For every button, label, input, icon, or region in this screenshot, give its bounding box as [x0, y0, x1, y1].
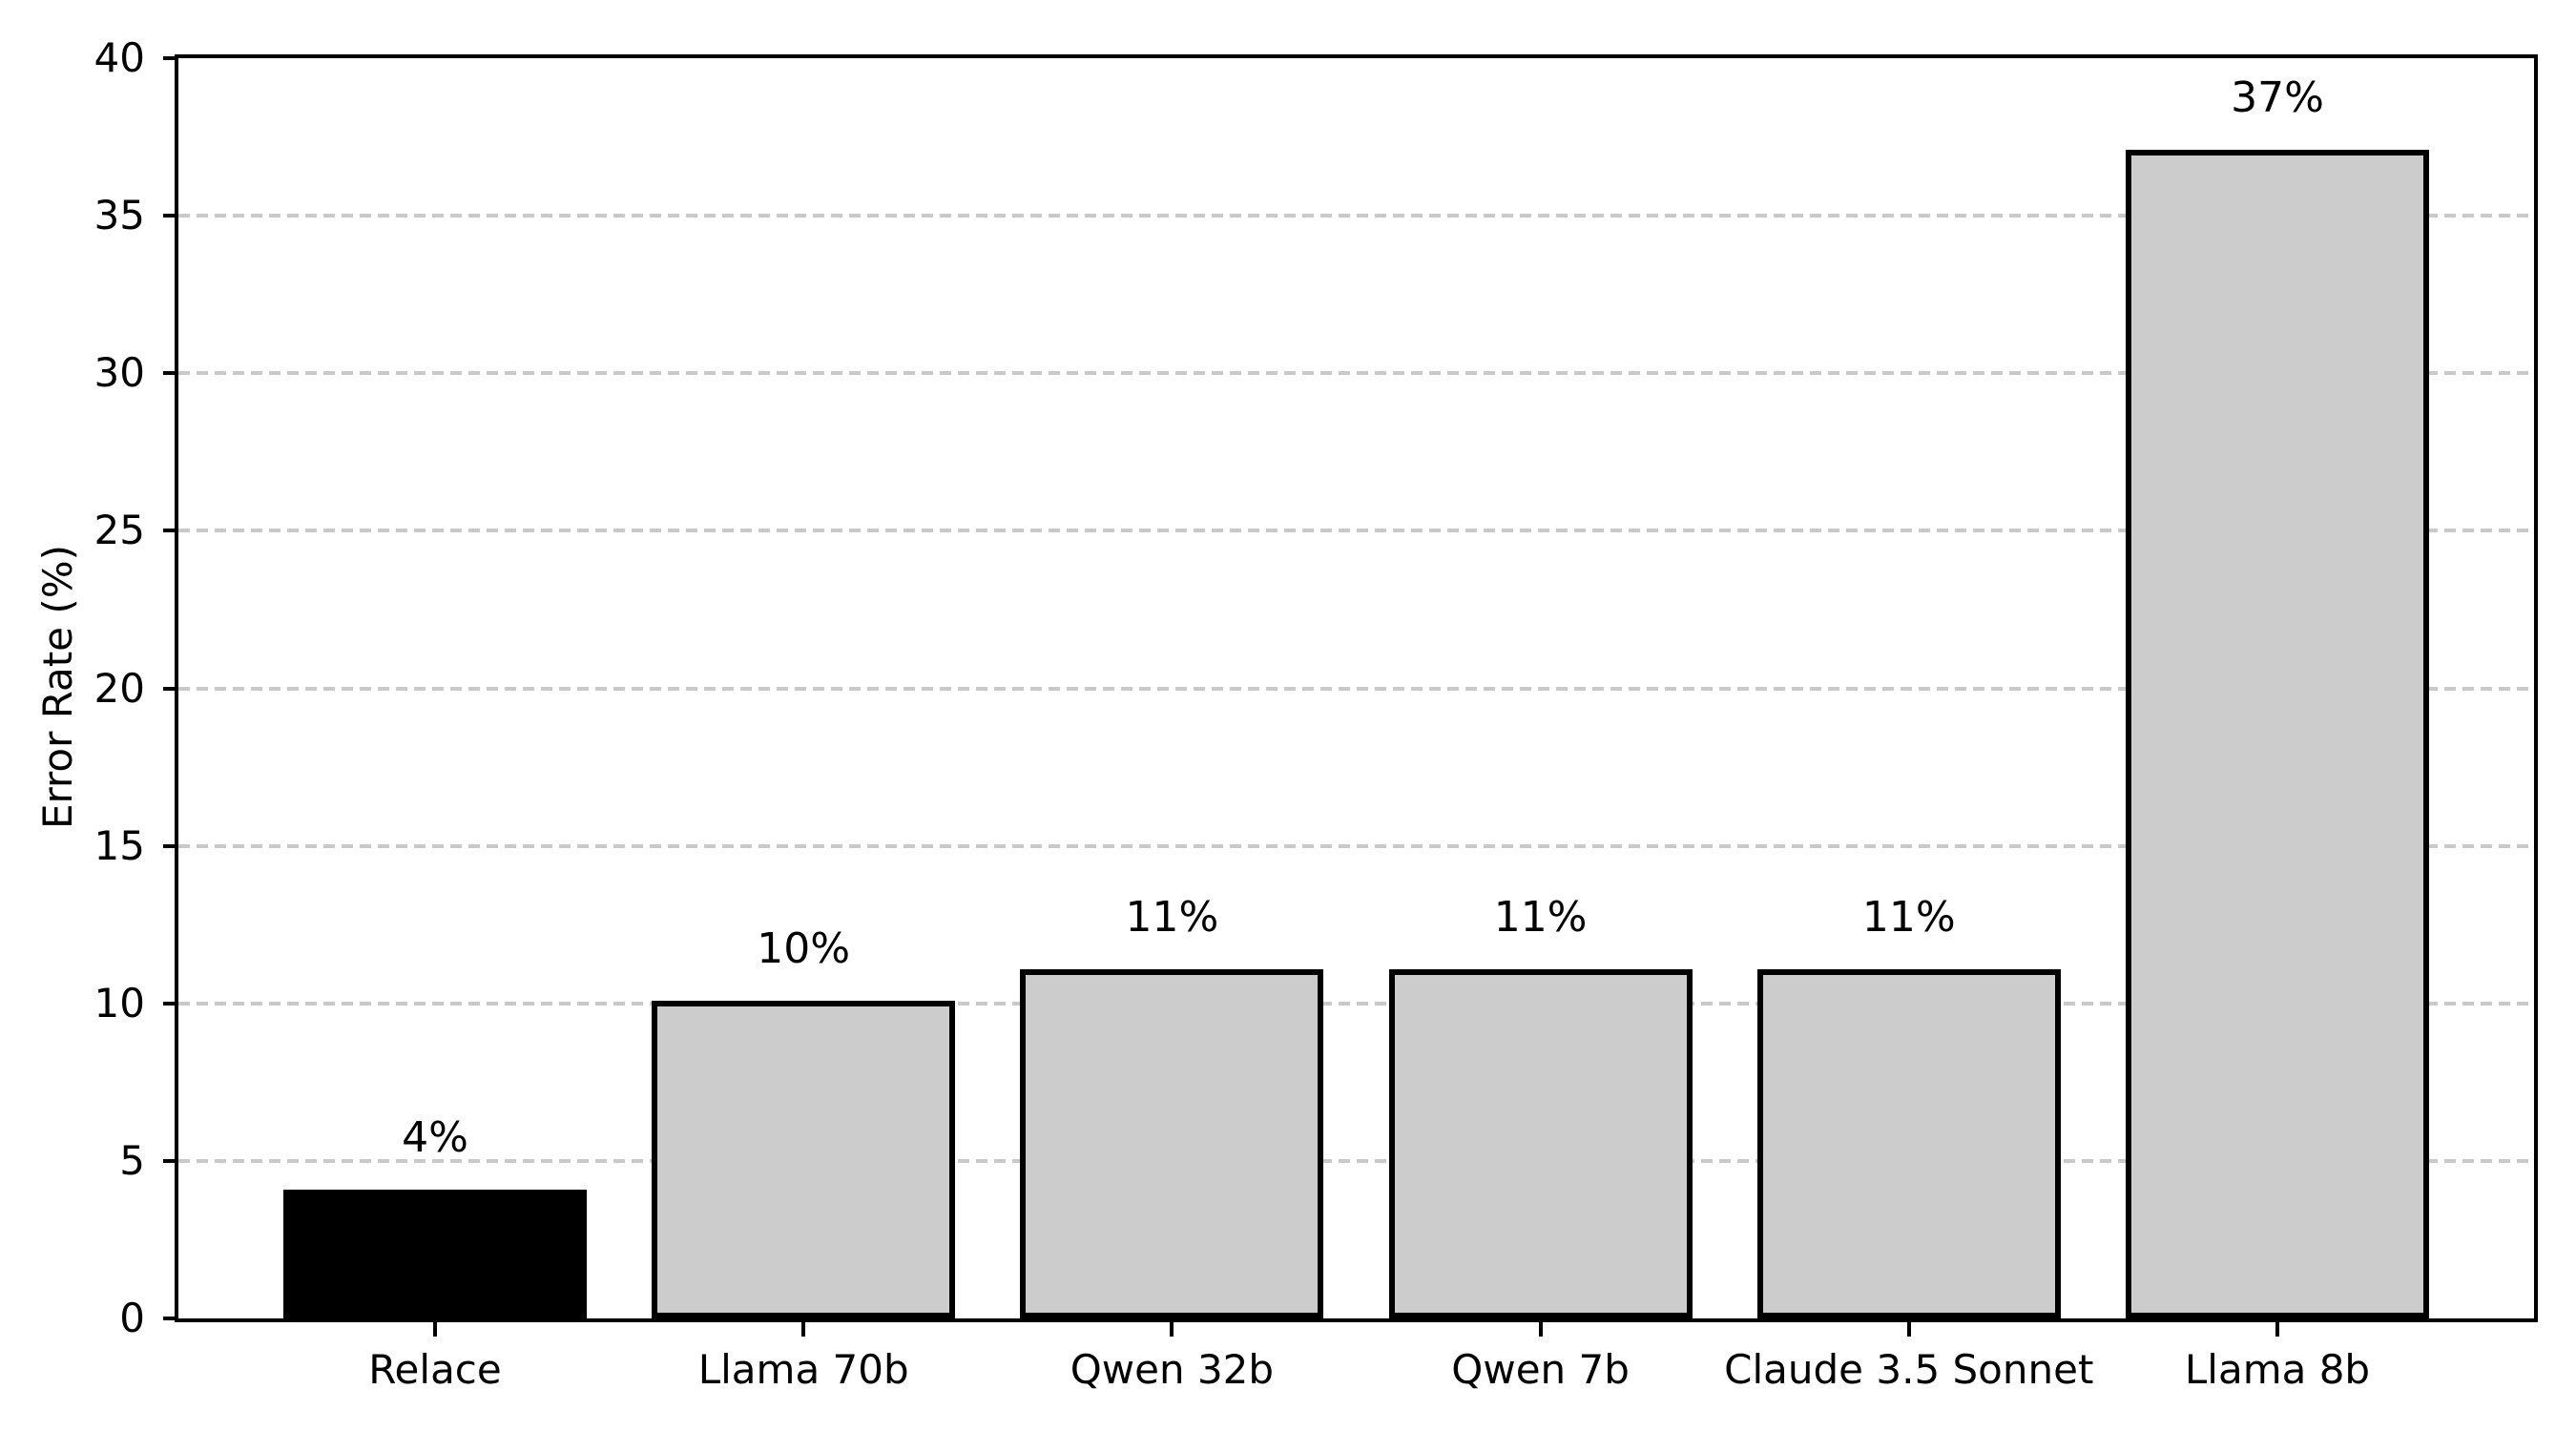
gridline — [178, 843, 2534, 848]
y-tick-label: 20 — [93, 664, 145, 712]
x-tick-mark — [801, 1322, 806, 1337]
y-tick-label: 35 — [93, 192, 145, 239]
y-tick-label: 0 — [119, 1295, 145, 1341]
bar-llama-70b — [652, 1001, 955, 1318]
y-tick-mark — [163, 1317, 178, 1320]
x-tick-mark — [1538, 1322, 1543, 1337]
x-tick-label: Qwen 32b — [1070, 1346, 1275, 1393]
x-tick-mark — [433, 1322, 437, 1337]
y-tick-label: 10 — [93, 979, 145, 1027]
y-tick-label: 15 — [93, 821, 145, 869]
bar-relace — [283, 1190, 587, 1318]
gridline — [178, 686, 2534, 691]
bar-claude-3-5-sonnet — [1757, 969, 2061, 1318]
bar-qwen-7b — [1389, 969, 1693, 1318]
x-tick-mark — [1170, 1322, 1174, 1337]
y-tick-mark — [163, 686, 178, 691]
gridline — [178, 214, 2534, 218]
bar-value-label: 11% — [1861, 893, 1956, 942]
y-tick-mark — [163, 214, 178, 218]
gridline — [178, 1001, 2534, 1006]
y-tick-label: 5 — [119, 1136, 145, 1184]
gridline — [178, 529, 2534, 533]
plot-area: 4% 10% 11% 11% 11% 37% — [175, 54, 2538, 1322]
x-tick-label: Qwen 7b — [1451, 1346, 1630, 1393]
bar-value-label: 10% — [757, 924, 851, 973]
y-tick-label: 25 — [93, 507, 145, 554]
x-tick-label: Llama 70b — [697, 1346, 909, 1393]
bar-value-label: 37% — [2231, 73, 2324, 122]
y-tick-mark — [163, 56, 178, 60]
x-tick-label: Claude 3.5 Sonnet — [1724, 1346, 2094, 1393]
x-tick-label: Llama 8b — [2184, 1346, 2371, 1393]
y-tick-mark — [163, 529, 178, 533]
x-tick-mark — [2275, 1322, 2279, 1337]
bar-qwen-32b — [1020, 969, 1323, 1318]
y-tick-mark — [163, 843, 178, 848]
y-tick-label: 30 — [93, 349, 145, 397]
y-tick-label: 40 — [93, 34, 145, 81]
bar-value-label: 11% — [1493, 893, 1588, 942]
x-tick-mark — [1906, 1322, 1911, 1337]
bar-llama-8b — [2126, 150, 2429, 1318]
gridline — [178, 371, 2534, 376]
x-tick-label: Relace — [368, 1346, 502, 1393]
y-tick-mark — [163, 1001, 178, 1006]
gridline — [178, 1158, 2534, 1163]
bar-value-label: 11% — [1125, 893, 1219, 942]
bar-value-label: 4% — [402, 1113, 468, 1162]
y-tick-mark — [163, 371, 178, 376]
y-tick-mark — [163, 1158, 178, 1163]
